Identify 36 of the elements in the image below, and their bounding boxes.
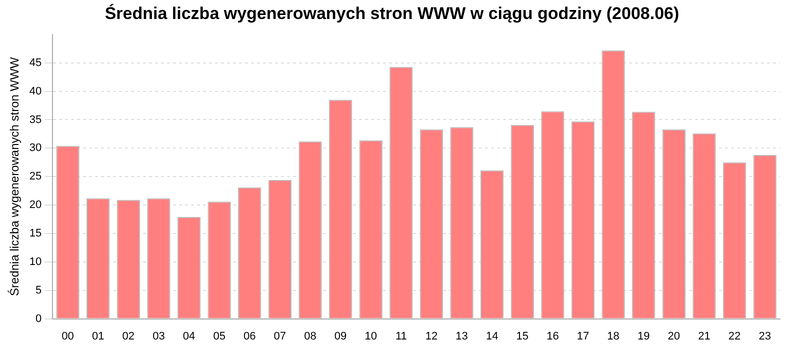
chart-title: Średnia liczba wygenerowanych stron WWW w ciągu godziny (2008.06) xyxy=(104,2,680,23)
y-tick-label: 30 xyxy=(29,142,42,154)
x-tick-label: 00 xyxy=(62,330,74,342)
x-tick-label: 18 xyxy=(607,330,620,342)
x-tick-label: 12 xyxy=(425,330,438,342)
y-tick-label: 35 xyxy=(29,114,42,126)
y-tick-label: 10 xyxy=(29,256,42,268)
x-tick-label: 02 xyxy=(122,330,135,342)
x-tick-label: 16 xyxy=(546,330,559,342)
x-tick-label: 01 xyxy=(92,330,104,342)
y-tick-label: 25 xyxy=(29,170,42,183)
x-tick-label: 05 xyxy=(213,330,226,342)
y-axis-title: Średnia liczba wygenerowanych stron WWW xyxy=(8,56,22,296)
x-tick-label: 06 xyxy=(244,330,256,342)
x-tick-label: 22 xyxy=(728,330,741,342)
y-tick-label: 5 xyxy=(36,284,42,296)
x-tick-label: 14 xyxy=(486,330,498,342)
y-tick-label: 15 xyxy=(29,228,42,240)
x-tick-label: 20 xyxy=(668,330,680,342)
x-tick-label: 19 xyxy=(637,330,650,342)
x-tick-label: 13 xyxy=(456,330,468,342)
x-tick-label: 23 xyxy=(758,330,771,342)
x-tick-label: 04 xyxy=(182,330,196,342)
x-tick-label: 07 xyxy=(274,330,286,342)
x-tick-label: 03 xyxy=(152,330,165,342)
x-tick-label: 10 xyxy=(364,330,377,342)
x-tick-label: 08 xyxy=(304,330,316,342)
x-tick-label: 15 xyxy=(516,330,529,342)
x-tick-label: 11 xyxy=(395,330,407,342)
y-tick-label: 40 xyxy=(29,85,42,98)
y-tick-label: 0 xyxy=(36,312,42,325)
y-tick-label: 45 xyxy=(29,56,42,69)
y-tick-label: 20 xyxy=(29,199,42,212)
x-tick-label: 09 xyxy=(334,330,347,342)
x-tick-label: 21 xyxy=(698,330,710,342)
x-tick-label: 17 xyxy=(576,330,590,342)
